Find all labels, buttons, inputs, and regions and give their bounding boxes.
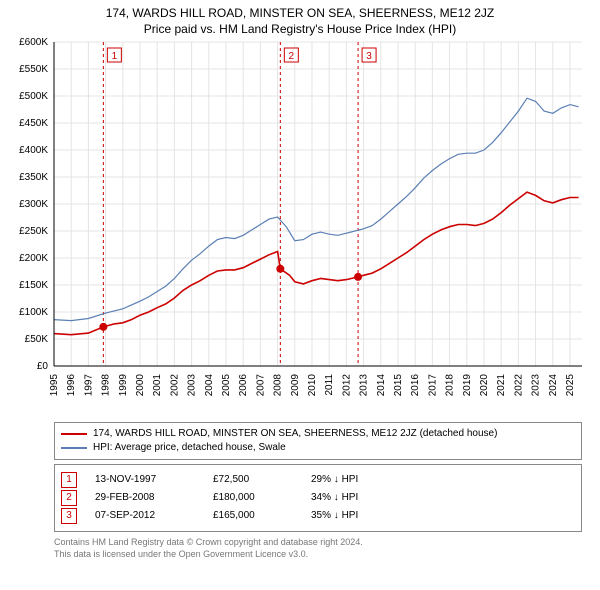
- sale-date: 29-FEB-2008: [95, 489, 195, 507]
- x-tick-label: 2004: [204, 374, 215, 397]
- x-tick-label: 2016: [410, 374, 421, 397]
- x-tick-label: 2018: [445, 374, 456, 397]
- legend: 174, WARDS HILL ROAD, MINSTER ON SEA, SH…: [54, 422, 582, 460]
- sale-marker-number: 1: [112, 51, 118, 62]
- x-tick-label: 2014: [376, 374, 387, 397]
- y-tick-label: £50K: [25, 334, 49, 345]
- footnote-line: This data is licensed under the Open Gov…: [54, 548, 582, 560]
- y-tick-label: £600K: [19, 37, 48, 48]
- sale-point: [99, 323, 107, 331]
- sale-marker-number: 3: [366, 51, 372, 62]
- sale-row: 1 13-NOV-1997 £72,500 29% ↓ HPI: [61, 471, 575, 489]
- chart-title-address: 174, WARDS HILL ROAD, MINSTER ON SEA, SH…: [0, 6, 600, 20]
- legend-swatch: [61, 447, 87, 449]
- sale-date: 07-SEP-2012: [95, 507, 195, 525]
- sale-point: [354, 273, 362, 281]
- sale-number: 2: [61, 490, 77, 506]
- x-tick-label: 1995: [49, 374, 60, 397]
- footnote: Contains HM Land Registry data © Crown c…: [54, 536, 582, 560]
- footnote-line: Contains HM Land Registry data © Crown c…: [54, 536, 582, 548]
- x-tick-label: 1998: [101, 374, 112, 397]
- x-tick-label: 2002: [169, 374, 180, 397]
- y-tick-label: £150K: [19, 280, 48, 291]
- x-tick-label: 1997: [83, 374, 94, 397]
- x-tick-label: 2019: [462, 374, 473, 397]
- sale-pct-vs-hpi: 34% ↓ HPI: [311, 489, 411, 507]
- x-tick-label: 2013: [359, 374, 370, 397]
- sale-point: [276, 265, 284, 273]
- y-tick-label: £300K: [19, 199, 48, 210]
- x-tick-label: 1996: [66, 374, 77, 397]
- sale-pct-vs-hpi: 35% ↓ HPI: [311, 507, 411, 525]
- x-tick-label: 2005: [221, 374, 232, 397]
- sale-price: £165,000: [213, 507, 293, 525]
- y-tick-label: £100K: [19, 307, 48, 318]
- x-tick-label: 2025: [565, 374, 576, 397]
- x-tick-label: 2006: [238, 374, 249, 397]
- x-tick-label: 2010: [307, 374, 318, 397]
- x-tick-label: 2012: [341, 374, 352, 397]
- y-tick-label: £200K: [19, 253, 48, 264]
- x-tick-label: 2011: [324, 374, 335, 396]
- sale-date: 13-NOV-1997: [95, 471, 195, 489]
- x-tick-label: 1999: [118, 374, 129, 397]
- sales-table: 1 13-NOV-1997 £72,500 29% ↓ HPI 2 29-FEB-2008…: [54, 464, 582, 532]
- legend-swatch: [61, 433, 87, 435]
- y-tick-label: £550K: [19, 64, 48, 75]
- price-chart: £0 £50K £100K £150K £200K £250K £300K £350K £400…: [0, 36, 600, 416]
- x-tick-label: 2017: [427, 374, 438, 397]
- y-tick-label: £250K: [19, 226, 48, 237]
- y-tick-label: £350K: [19, 172, 48, 183]
- x-tick-label: 2001: [152, 374, 163, 397]
- y-tick-label: £500K: [19, 91, 48, 102]
- x-tick-label: 2003: [187, 374, 198, 397]
- chart-title-sub: Price paid vs. HM Land Registry's House …: [0, 22, 600, 36]
- sale-pct-vs-hpi: 29% ↓ HPI: [311, 471, 411, 489]
- legend-item: 174, WARDS HILL ROAD, MINSTER ON SEA, SH…: [61, 427, 575, 441]
- sale-row: 2 29-FEB-2008 £180,000 34% ↓ HPI: [61, 489, 575, 507]
- legend-item: HPI: Average price, detached house, Swal…: [61, 441, 575, 455]
- x-tick-label: 2024: [548, 374, 559, 397]
- sale-number: 1: [61, 472, 77, 488]
- x-tick-label: 2008: [273, 374, 284, 397]
- x-tick-label: 2022: [513, 374, 524, 397]
- y-tick-label: £450K: [19, 118, 48, 129]
- sale-marker-number: 2: [289, 51, 295, 62]
- legend-label: HPI: Average price, detached house, Swal…: [93, 441, 286, 455]
- x-tick-label: 2023: [531, 374, 542, 397]
- sale-row: 3 07-SEP-2012 £165,000 35% ↓ HPI: [61, 507, 575, 525]
- sale-number: 3: [61, 508, 77, 524]
- x-tick-label: 2020: [479, 374, 490, 397]
- y-tick-label: £400K: [19, 145, 48, 156]
- legend-label: 174, WARDS HILL ROAD, MINSTER ON SEA, SH…: [93, 427, 497, 441]
- x-tick-label: 2015: [393, 374, 404, 397]
- x-tick-label: 2000: [135, 374, 146, 397]
- x-tick-label: 2007: [255, 374, 266, 397]
- x-tick-label: 2021: [496, 374, 507, 397]
- y-tick-label: £0: [37, 361, 49, 372]
- sale-price: £180,000: [213, 489, 293, 507]
- x-tick-label: 2009: [290, 374, 301, 397]
- sale-price: £72,500: [213, 471, 293, 489]
